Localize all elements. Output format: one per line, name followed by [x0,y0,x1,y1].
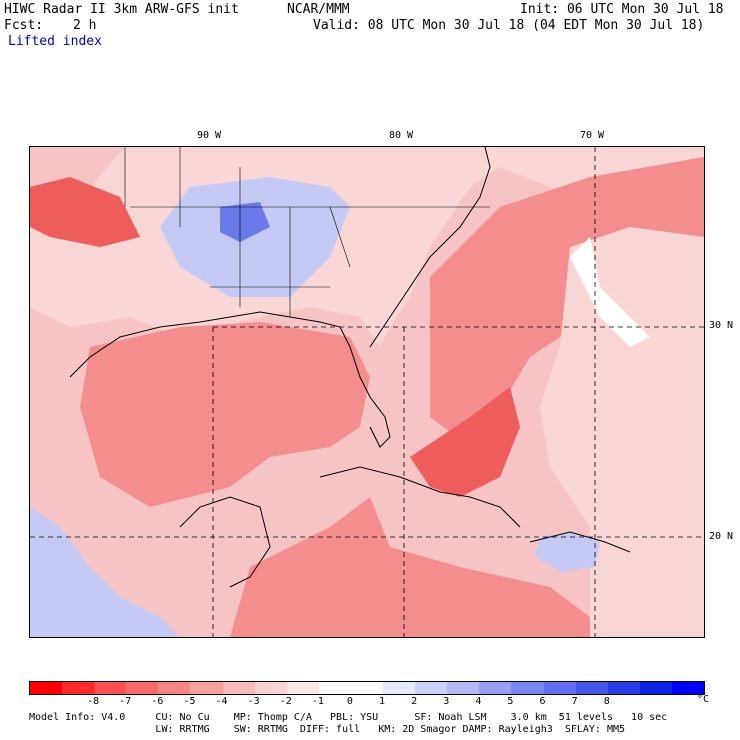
east-atlantic-stable [540,227,704,637]
model-info-line1: Model Info: V4.0 CU: No Cu MP: Thomp C/A… [29,712,668,723]
colorbar-segment [479,682,512,694]
model-info-line2: LW: RRTMG SW: RRTMG DIFF: full KM: 2D Sm… [29,724,626,735]
colorbar-tick-label: 2 [411,696,418,707]
alabama-stable-core [220,202,270,242]
colorbar-tick-label: -5 [183,696,196,707]
colorbar-segment [318,682,351,694]
valid-time: Valid: 08 UTC Mon 30 Jul 18 (04 EDT Mon … [313,18,705,33]
bahamas-core [410,387,520,497]
colorbar-segment [254,682,287,694]
central-america-stable [30,507,180,637]
colorbar-segment [639,682,672,694]
hispaniola-stable [535,532,600,572]
colorbar-tick-label: -3 [247,696,260,707]
lon-label-80w: 80 W [389,130,414,141]
colorbar-segment [62,682,95,694]
organization: NCAR/MMM [287,2,350,17]
colorbar-segment [575,682,608,694]
colorbar-tick-label: 6 [539,696,546,707]
gulf-coastline [69,311,391,448]
colorbar-segment [447,682,480,694]
caribbean-unstable-region [230,497,590,637]
colorbar-segment [607,682,640,694]
lon-label-90w: 90 W [197,130,222,141]
colorbar-tick-label: 5 [507,696,514,707]
atlantic-ring [570,237,650,347]
state-borders [124,147,490,317]
colorbar-segment [415,682,448,694]
colorbar-segment [126,682,159,694]
cuba-coastline [319,466,521,528]
lat-label-30n: 30 N [709,320,734,331]
colorbar-segment [94,682,127,694]
colorbar-tick-label: 3 [443,696,450,707]
lon-label-70w: 70 W [580,130,605,141]
colorbar [29,681,705,695]
field-name: Lifted index [8,34,102,49]
colorbar-segment [30,682,63,694]
colorbar-tick-label: -1 [311,696,324,707]
init-time: Init: 06 UTC Mon 30 Jul 18 [520,2,724,17]
colorbar-unit: °C [697,694,710,705]
colorbar-segment [158,682,191,694]
colorbar-segment [190,682,223,694]
hispaniola-coastline [529,531,631,553]
colorbar-segment [671,682,704,694]
colorbar-segment [543,682,576,694]
colorbar-tick-label: -8 [87,696,100,707]
forecast-hour: 2 h [73,18,97,33]
product-title: HIWC Radar II 3km ARW-GFS init [4,2,239,17]
gulf-unstable-region [80,322,370,507]
lat-label-20n: 20 N [709,531,734,542]
yucatan-coastline [179,496,271,588]
colorbar-segment [350,682,384,694]
colorbar-tick-label: 4 [475,696,482,707]
colorbar-tick-label: -2 [279,696,292,707]
map-canvas [30,147,704,637]
colorbar-segment [511,682,544,694]
colorbar-tick-label: -7 [119,696,132,707]
texas-core [30,177,140,247]
colorbar-tick-label: 0 [346,696,353,707]
colorbar-tick-label: -4 [215,696,228,707]
forecast-label: Fcst: [4,18,44,33]
lifted-index-map [29,146,705,638]
colorbar-segment [222,682,255,694]
colorbar-segment [383,682,416,694]
colorbar-tick-label: -6 [151,696,164,707]
colorbar-tick-label: 7 [571,696,578,707]
colorbar-segment [286,682,319,694]
colorbar-tick-label: 8 [603,696,610,707]
atlantic-coastline [369,147,491,348]
colorbar-tick-label: 1 [379,696,386,707]
